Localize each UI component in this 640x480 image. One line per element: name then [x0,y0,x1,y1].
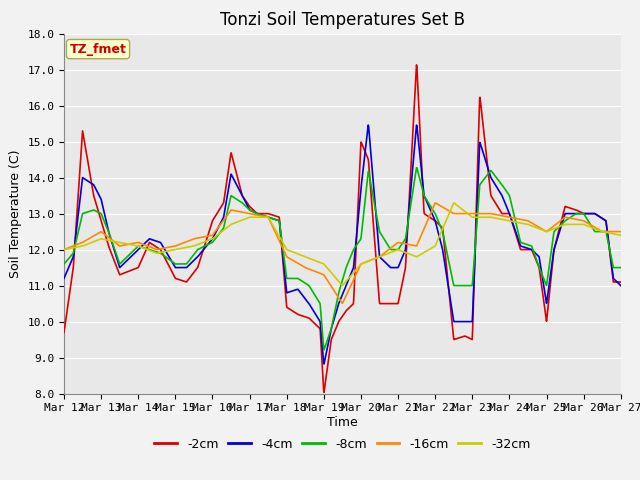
-32cm [378,253,385,259]
-32cm [308,256,316,262]
-4cm [60,276,68,281]
Line: -32cm: -32cm [64,203,621,286]
X-axis label: Time: Time [327,416,358,429]
-2cm [378,300,385,306]
-8cm [617,264,625,270]
-2cm [60,329,68,335]
Line: -8cm: -8cm [64,168,621,350]
-4cm [318,338,326,344]
-16cm [378,252,385,258]
-8cm [126,252,134,257]
-4cm [364,122,372,128]
Line: -2cm: -2cm [64,65,621,392]
-32cm [339,283,346,288]
Y-axis label: Soil Temperature (C): Soil Temperature (C) [9,149,22,278]
-16cm [126,241,134,247]
-16cm [339,300,346,306]
-8cm [378,231,385,237]
-8cm [308,287,316,293]
-4cm [378,256,385,262]
-16cm [103,233,111,239]
Text: TZ_fmet: TZ_fmet [70,43,127,56]
-4cm [103,222,111,228]
-4cm [308,305,316,311]
-16cm [308,267,316,273]
-8cm [320,347,328,353]
-8cm [413,165,420,170]
-8cm [60,261,68,267]
-8cm [296,277,304,283]
-32cm [296,252,304,258]
-16cm [318,271,326,277]
-16cm [60,247,68,252]
-2cm [103,238,111,244]
-2cm [296,312,304,318]
-32cm [60,247,68,252]
-16cm [431,200,439,206]
-32cm [450,200,458,206]
-4cm [617,283,625,288]
-2cm [413,62,420,68]
Line: -4cm: -4cm [64,125,621,364]
-16cm [617,228,625,234]
-32cm [318,260,326,266]
-32cm [126,241,134,247]
-2cm [617,279,625,285]
Legend: -2cm, -4cm, -8cm, -16cm, -32cm: -2cm, -4cm, -8cm, -16cm, -32cm [150,433,535,456]
-16cm [296,262,304,267]
-32cm [103,237,111,243]
-2cm [308,318,316,324]
-8cm [103,225,111,231]
-32cm [617,232,625,238]
-4cm [126,255,134,261]
-2cm [320,389,328,395]
Title: Tonzi Soil Temperatures Set B: Tonzi Soil Temperatures Set B [220,11,465,29]
-4cm [320,361,328,367]
-8cm [318,322,326,327]
-4cm [296,289,304,295]
Line: -16cm: -16cm [64,203,621,303]
-2cm [318,355,326,360]
-2cm [126,268,134,274]
